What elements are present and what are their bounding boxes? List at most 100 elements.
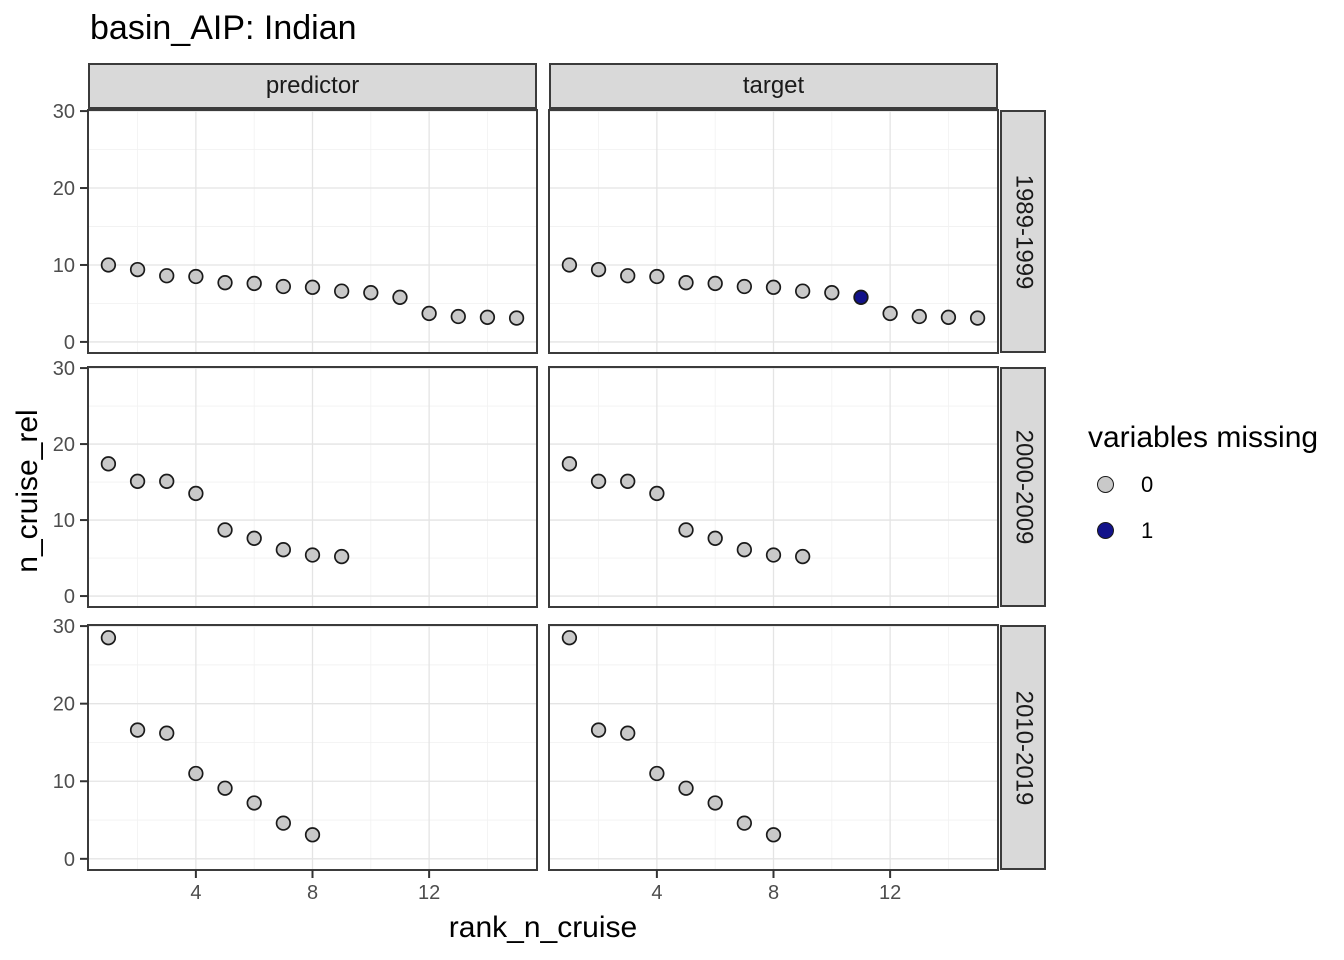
data-point <box>649 765 665 782</box>
data-point <box>940 309 957 325</box>
data-point <box>334 548 350 565</box>
legend-item-0: 0 <box>1097 468 1318 501</box>
x-axis-tick-label: 8 <box>768 882 779 904</box>
facet-strip-2010-2019: 2010-2019 <box>1000 625 1046 870</box>
y-axis-tick-label: 20 <box>53 178 75 200</box>
panel-border <box>87 366 538 608</box>
data-point <box>129 722 146 738</box>
data-point <box>736 815 752 831</box>
y-axis-tick-label: 0 <box>64 586 75 608</box>
data-point <box>620 725 636 741</box>
data-point <box>392 289 408 305</box>
data-point <box>217 780 233 796</box>
data-point <box>100 630 117 646</box>
legend-item-1: 1 <box>1097 514 1318 547</box>
data-point <box>590 261 607 278</box>
data-point <box>678 275 694 291</box>
data-point <box>129 473 146 489</box>
y-axis-tick-label: 10 <box>53 771 75 793</box>
data-point <box>188 485 204 502</box>
data-point <box>334 283 350 299</box>
data-point <box>217 522 233 538</box>
data-point <box>304 547 321 563</box>
y-axis-tick-label: 20 <box>53 694 75 716</box>
data-point <box>561 257 578 273</box>
facet-strip-label: 1989-1999 <box>1010 174 1037 289</box>
x-axis-title: rank_n_cruise <box>448 911 638 944</box>
data-point <box>188 765 204 782</box>
data-point <box>275 542 291 558</box>
panel-border <box>548 109 999 354</box>
data-point <box>304 279 321 295</box>
data-point <box>304 827 321 843</box>
data-point <box>479 309 496 325</box>
facet-strip-label: 2000-2009 <box>1010 429 1037 545</box>
facet-strip-1989-1999: 1989-1999 <box>1000 110 1046 353</box>
x-axis-tick-label: 4 <box>651 882 662 904</box>
plot-title: basin_AIP: Indian <box>90 9 357 47</box>
data-point <box>649 268 665 285</box>
data-point <box>707 795 723 811</box>
data-point <box>100 257 117 273</box>
data-point <box>795 548 811 565</box>
x-axis-tick-label: 4 <box>190 882 201 904</box>
data-point <box>765 279 782 295</box>
data-point <box>765 547 782 563</box>
data-point <box>765 827 782 843</box>
data-point <box>246 795 262 811</box>
data-point <box>911 308 927 325</box>
y-axis-tick-label: 30 <box>53 616 75 638</box>
data-point <box>421 305 437 322</box>
legend-key-circle-gray <box>1097 476 1114 493</box>
data-point <box>275 278 291 295</box>
data-point <box>561 456 578 472</box>
data-point <box>707 275 723 292</box>
x-axis-tick-label: 12 <box>418 882 440 904</box>
data-point <box>620 268 636 284</box>
legend: variables missing 0 1 <box>1088 421 1318 547</box>
data-point <box>649 485 665 502</box>
data-point <box>129 261 146 278</box>
y-axis-tick-label: 0 <box>64 849 75 871</box>
facet-strip-2000-2009: 2000-2009 <box>1000 367 1046 607</box>
data-point <box>590 473 607 489</box>
data-point <box>707 530 723 546</box>
data-point <box>969 310 986 326</box>
data-point <box>853 289 869 305</box>
y-axis-tick-label: 30 <box>53 358 75 380</box>
legend-key-circle-navy <box>1097 522 1114 539</box>
legend-label: 1 <box>1141 517 1154 543</box>
data-point <box>246 530 262 546</box>
data-point <box>450 308 466 325</box>
data-point <box>561 630 578 646</box>
y-axis-title: n_cruise_rel <box>11 409 44 573</box>
data-point <box>217 275 233 291</box>
data-point <box>363 285 379 301</box>
y-axis-tick-label: 10 <box>53 255 75 277</box>
y-axis-tick-label: 20 <box>53 434 75 456</box>
legend-items: 0 1 <box>1088 468 1318 547</box>
facet-strip-predictor: predictor <box>88 63 537 109</box>
data-point <box>188 268 204 285</box>
data-point <box>824 285 840 301</box>
legend-label: 0 <box>1141 471 1154 497</box>
data-point <box>159 725 175 741</box>
data-point <box>678 780 694 796</box>
y-axis-tick-label: 0 <box>64 332 75 354</box>
data-point <box>100 456 117 472</box>
y-axis-tick-label: 10 <box>53 510 75 532</box>
data-point <box>736 278 752 295</box>
facet-strip-label: 2010-2019 <box>1010 690 1037 805</box>
data-point <box>508 310 525 326</box>
facet-strip-target: target <box>549 63 998 109</box>
data-point <box>882 305 898 322</box>
data-point <box>620 473 636 489</box>
data-point <box>678 522 694 538</box>
data-point <box>590 722 607 738</box>
y-axis-tick-label: 30 <box>53 101 75 123</box>
data-point <box>795 283 811 299</box>
data-point <box>246 275 262 292</box>
panel-border <box>87 109 538 354</box>
data-point <box>159 268 175 284</box>
